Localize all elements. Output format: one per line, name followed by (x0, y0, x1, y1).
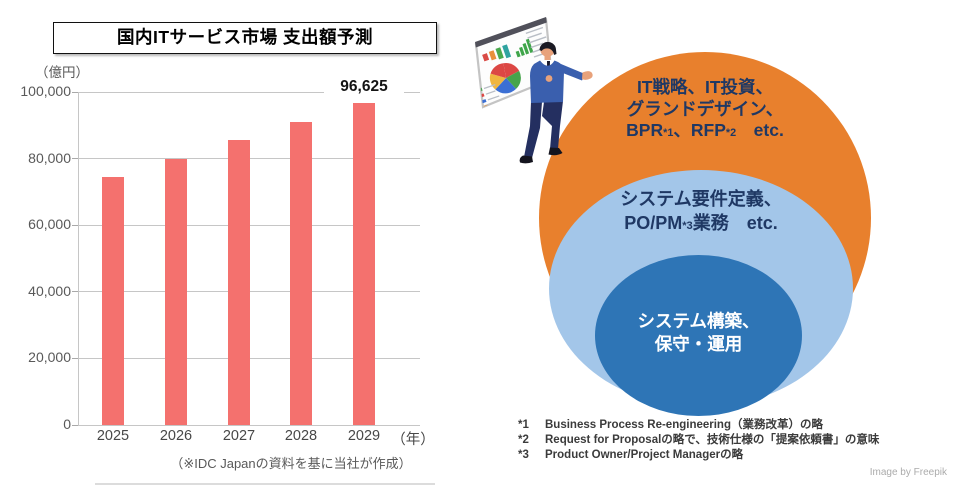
footnote-2-text: Request for Proposalの略で、技術仕様の「提案依頼書」の意味 (545, 434, 880, 446)
freepik-credit: Image by Freepik (869, 467, 947, 478)
footnote-1-marker: *1 (518, 419, 529, 431)
y-axis-unit-label: （億円） (35, 65, 89, 80)
y-tick-40000 (72, 291, 78, 293)
chart-source-note: （※IDC Japanの資料を基に当社が作成） (170, 456, 412, 471)
outer-line-1: IT戦略、IT投資、 (636, 77, 774, 97)
inner-line-2: 保守・運用 (654, 333, 743, 354)
y-tick-label-80000: 80,000 (28, 149, 71, 166)
footnote-ref-3: *3 (682, 219, 693, 232)
bar-2027 (228, 140, 250, 425)
x-tick-label-2025: 2025 (96, 428, 130, 444)
middle-line-1: システム要件定義、 (620, 189, 782, 209)
footnote-1-text: Business Process Re-engineering（業務改革）の略 (545, 419, 823, 431)
presenter-illustration (474, 17, 593, 164)
bar-chart-plot-area: 0 20,000 40,000 60,000 80,000 100,000 2025 2026… (20, 78, 420, 444)
inner-line-1: システム構築、 (637, 311, 760, 331)
bar-value-label: 96,625 (324, 78, 404, 96)
y-tick-80000 (72, 158, 78, 160)
middle-circle-label: システム要件定義、 PO/PM*3業務 etc. (551, 188, 851, 238)
y-tick-label-100000: 100,000 (20, 83, 71, 99)
outer-line-2: グランドデザイン、 (626, 98, 784, 119)
footnotes-block: *1 Business Process Re-engineering（業務改革）… (518, 418, 948, 463)
y-tick-100000 (72, 91, 78, 93)
chart-title: 国内ITサービス市場 支出額予測 (53, 22, 437, 54)
gridline-100000 (78, 91, 420, 93)
bar-2026 (165, 158, 187, 425)
gridline-0 (78, 424, 420, 426)
footnote-2: *2 Request for Proposalの略で、技術仕様の「提案依頼書」の… (518, 433, 948, 448)
cropped-element-edge (95, 483, 435, 485)
footnote-3: *3 Product Owner/Project Managerの略 (518, 448, 948, 463)
inner-circle-label: システム構築、 保守・運用 (598, 310, 799, 355)
footnote-1: *1 Business Process Re-engineering（業務改革）… (518, 418, 948, 433)
y-tick-60000 (72, 224, 78, 226)
footnote-3-text: Product Owner/Project Managerの略 (545, 449, 744, 461)
bar-2029 (353, 103, 375, 425)
pie-chart-icon (489, 63, 521, 94)
outer-line-3: BPR*1、RFP*2 etc. (626, 120, 784, 140)
y-tick-0 (72, 424, 78, 426)
y-tick-label-0: 0 (63, 416, 71, 432)
presenter-person-icon (519, 41, 593, 164)
x-tick-label-2028: 2028 (284, 428, 318, 444)
y-tick-label-40000: 40,000 (28, 282, 71, 299)
footnote-3-marker: *3 (518, 449, 529, 461)
x-axis-unit-label: （年） (391, 432, 435, 448)
x-tick-label-2027: 2027 (222, 428, 256, 444)
y-axis-line (78, 92, 79, 425)
outer-circle-label: IT戦略、IT投資、 グランドデザイン、 BPR*1、RFP*2 etc. (555, 77, 855, 145)
bar-2025 (102, 176, 124, 425)
middle-line-2: PO/PM*3業務 etc. (624, 212, 778, 233)
footnote-2-marker: *2 (518, 434, 529, 446)
mini-bar-chart-icon (482, 38, 534, 62)
inner-circle-system-build (595, 255, 802, 416)
x-tick-label-2026: 2026 (159, 428, 193, 444)
bar-2028 (290, 121, 312, 425)
footnote-ref-1: *1 (663, 127, 674, 139)
y-tick-20000 (72, 357, 78, 359)
footnote-ref-2: *2 (725, 127, 737, 139)
x-tick-label-2029: 2029 (347, 428, 381, 444)
y-tick-label-60000: 60,000 (28, 216, 71, 233)
y-tick-label-20000: 20,000 (28, 349, 71, 366)
